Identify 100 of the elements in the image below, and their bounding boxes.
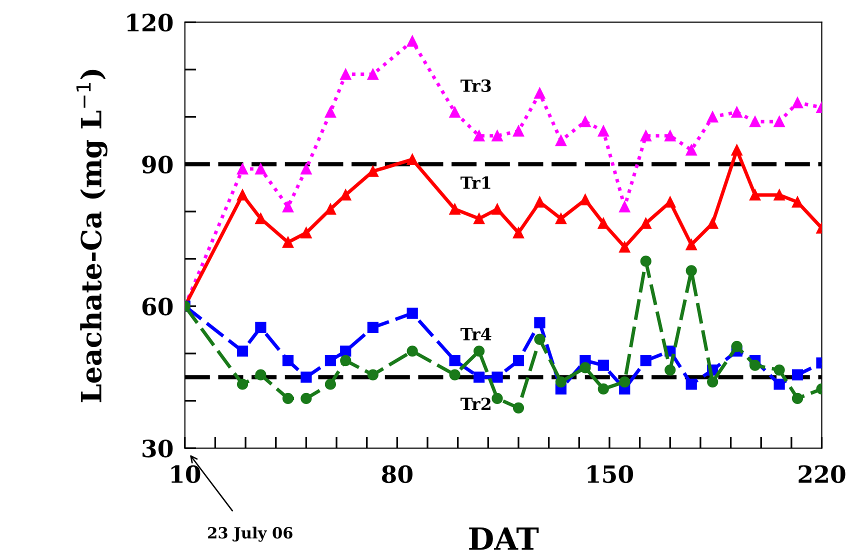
point [534, 317, 546, 328]
point [555, 376, 567, 388]
point [686, 378, 697, 390]
point [340, 355, 352, 366]
y-tick-label: 60 [142, 298, 173, 316]
point [686, 265, 697, 276]
point [598, 126, 609, 137]
point [731, 340, 742, 352]
point [340, 68, 352, 80]
y-axis-title: Leachate-Ca (mg L$^{−1}$) [76, 70, 108, 402]
point [774, 378, 785, 390]
point [792, 97, 804, 108]
point [367, 322, 378, 334]
point [749, 189, 761, 201]
point [749, 116, 761, 128]
point [512, 126, 524, 137]
point [512, 402, 524, 414]
point [749, 360, 761, 371]
point [282, 236, 294, 248]
point [300, 163, 312, 174]
point [255, 213, 266, 224]
point [449, 106, 460, 118]
point [555, 134, 567, 146]
point [534, 88, 546, 99]
point [774, 189, 785, 201]
point [367, 68, 378, 80]
point [598, 218, 609, 229]
point [686, 144, 697, 156]
point [255, 369, 266, 380]
point [640, 218, 652, 229]
point [300, 392, 312, 404]
point [340, 189, 352, 201]
point [492, 204, 503, 215]
point [774, 116, 785, 128]
series-label: Tr2 [460, 398, 490, 410]
y-tick-label: 90 [142, 156, 173, 174]
point [324, 106, 336, 118]
x-tick-label: 220 [798, 465, 846, 484]
point [282, 201, 294, 212]
point [324, 378, 336, 390]
x-tick-label: 150 [588, 465, 634, 484]
point [640, 355, 652, 366]
point [282, 355, 294, 366]
point [236, 163, 248, 174]
y-tick-label: 120 [127, 14, 173, 32]
point [367, 369, 378, 380]
text: 23 July 06 [208, 526, 292, 542]
point [598, 360, 609, 371]
point [707, 111, 718, 122]
point [664, 364, 676, 376]
point [731, 106, 742, 118]
point [406, 154, 418, 166]
point [664, 130, 676, 142]
point [406, 346, 418, 357]
x-tick-label: 80 [382, 465, 413, 484]
point [512, 227, 524, 238]
point [406, 308, 418, 319]
point [324, 204, 336, 215]
point [555, 213, 567, 224]
point [598, 383, 609, 395]
point [792, 392, 804, 404]
point [534, 334, 546, 345]
point [474, 346, 485, 357]
point [492, 130, 503, 142]
x-axis-title: DAT [469, 527, 539, 550]
point [512, 355, 524, 366]
point [406, 36, 418, 47]
series-label: Tr1 [460, 176, 490, 189]
point [664, 196, 676, 208]
point [534, 196, 546, 208]
point [492, 372, 503, 383]
point [300, 227, 312, 238]
point [731, 144, 742, 156]
x-tick-label: 10 [171, 465, 200, 484]
point [236, 378, 248, 390]
point [255, 163, 266, 174]
point [707, 218, 718, 229]
point [792, 369, 804, 380]
point [282, 392, 294, 404]
y-tick-label: 30 [142, 440, 173, 458]
point [580, 194, 591, 206]
point [640, 256, 652, 267]
point [324, 355, 336, 366]
point [686, 239, 697, 250]
point [449, 369, 460, 380]
point [474, 130, 485, 142]
point [236, 189, 248, 201]
point [474, 213, 485, 224]
point [474, 372, 485, 383]
point [619, 241, 630, 253]
point [255, 322, 266, 334]
point [619, 201, 630, 212]
point [640, 130, 652, 142]
point [449, 355, 460, 366]
point [492, 392, 503, 404]
point [792, 196, 804, 208]
point [774, 364, 785, 376]
point [236, 346, 248, 357]
point [707, 376, 718, 388]
series-label: Tr4 [460, 328, 492, 340]
